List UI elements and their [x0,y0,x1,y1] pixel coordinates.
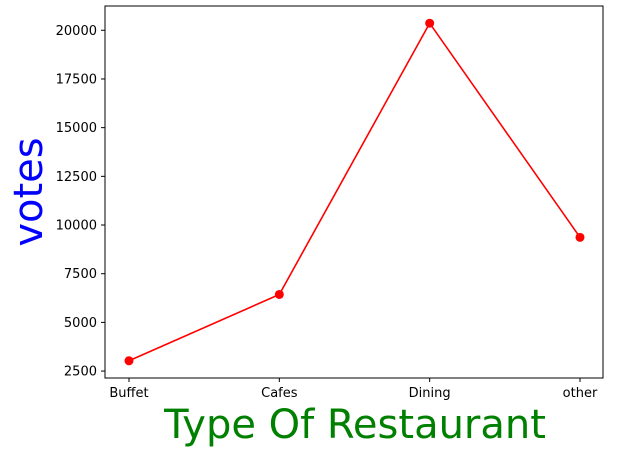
y-tick-label: 12500 [56,170,97,185]
series-layer [124,18,585,366]
x-tick-label: other [563,386,598,401]
y-axis-title: votes [6,137,52,246]
y-tick-label: 15000 [56,121,97,136]
y-tick-label: 20000 [56,24,97,39]
plot-area [104,5,604,379]
y-tick-label: 7500 [64,267,97,282]
y-tick-label: 17500 [56,72,97,87]
data-point [274,289,284,299]
x-tick-label: Cafes [261,386,298,401]
x-tick-label: Buffet [109,386,148,401]
data-point [425,18,435,28]
x-axis-title: Type Of Restaurant [163,402,546,448]
series-line [128,21,581,362]
y-tick-label: 5000 [64,316,97,331]
y-tick-label: 2500 [64,365,97,380]
x-tick-label: Dining [409,386,451,401]
data-point [575,232,585,242]
x-axis: Buffet Cafes Dining other [109,378,598,401]
y-axis: 2500 5000 7500 10000 12500 15000 17500 20000 [56,24,105,380]
y-tick-label: 10000 [56,219,97,234]
data-point [124,356,134,366]
